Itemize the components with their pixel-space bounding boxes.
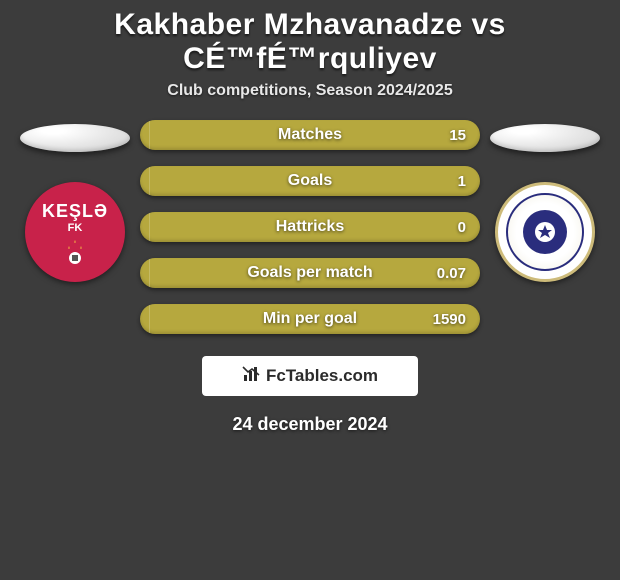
left-side: KEŞLƏ FK (20, 120, 130, 282)
crest-right-ring (506, 193, 584, 271)
club-crest-right (495, 182, 595, 282)
stat-label: Goals (140, 172, 480, 190)
crest-left-sub: FK (68, 222, 83, 234)
crest-left-text: KEŞLƏ (42, 195, 108, 222)
stat-row: Hattricks 0 (140, 212, 480, 242)
stat-row: Goals per match 0.07 (140, 258, 480, 288)
stat-row: Goals 1 (140, 166, 480, 196)
stat-fill-left (140, 212, 150, 242)
stat-fill-left (140, 304, 150, 334)
comparison-panel: KEŞLƏ FK Matches 15 Goals 1 (0, 112, 620, 334)
stat-fill-left (140, 166, 150, 196)
page-title: Kakhaber Mzhavanadze vs CÉ™fÉ™rquliyev (0, 0, 620, 82)
brand-badge[interactable]: FcTables.com (202, 356, 418, 396)
stat-label: Min per goal (140, 310, 480, 328)
stat-label: Matches (140, 126, 480, 144)
stat-row: Min per goal 1590 (140, 304, 480, 334)
crest-left-emblem (60, 238, 90, 270)
stat-label: Hattricks (140, 218, 480, 236)
player-avatar-right (490, 124, 600, 152)
stats-list: Matches 15 Goals 1 Hattricks 0 Goals per… (140, 120, 480, 334)
stat-fill-left (140, 258, 150, 288)
player-avatar-left (20, 124, 130, 152)
club-crest-left: KEŞLƏ FK (25, 182, 125, 282)
date-text: 24 december 2024 (0, 414, 620, 435)
stat-value-right: 1 (458, 173, 466, 190)
stat-value-right: 0 (458, 219, 466, 236)
stat-fill-left (140, 120, 150, 150)
stat-label: Goals per match (140, 264, 480, 282)
chart-icon (242, 365, 262, 388)
page-subtitle: Club competitions, Season 2024/2025 (0, 82, 620, 112)
stat-value-right: 15 (449, 127, 466, 144)
right-side (490, 120, 600, 282)
stat-row: Matches 15 (140, 120, 480, 150)
brand-text: FcTables.com (266, 366, 378, 386)
crest-right-center (523, 210, 567, 254)
stat-value-right: 1590 (433, 311, 466, 328)
stat-value-right: 0.07 (437, 265, 466, 282)
